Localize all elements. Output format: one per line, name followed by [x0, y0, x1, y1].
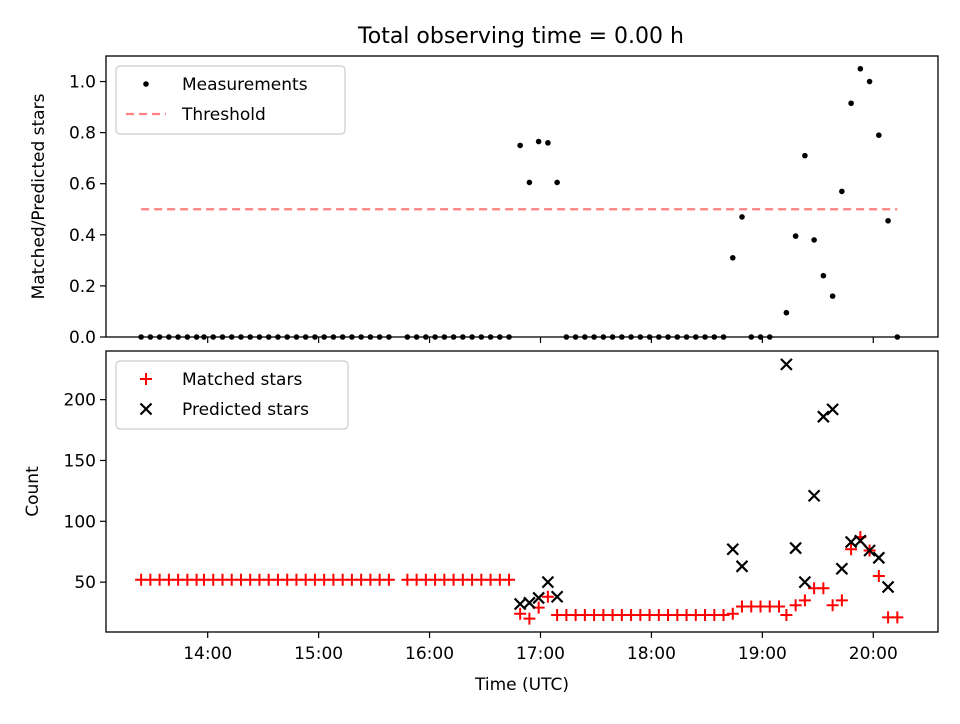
panel-1-series-measurements-point [885, 217, 891, 224]
panel-2-legend: Matched stars Predicted stars [115, 360, 349, 430]
panel-2-legend-label: Predicted stars [182, 400, 309, 420]
panel-1-ytick-label: 1.0 [69, 73, 96, 93]
panel-1-series-measurements-point [526, 179, 533, 186]
panel-2-series-predicted-stars-point [826, 403, 839, 416]
panel-2-xtick-label: 15:00 [294, 644, 343, 664]
panel-1-series-measurements-point [792, 233, 799, 239]
panel-2-series-matched-stars [135, 531, 904, 625]
panel-2-ytick-label: 100 [64, 512, 96, 532]
panel-1-series-measurements-point [866, 78, 873, 85]
panel-2-series-predicted-stars-point [854, 534, 867, 548]
panel-2-series-predicted-stars-point [881, 580, 895, 594]
panel-1-series-measurements-point [848, 100, 854, 107]
panel-1-ytick-label: 0.8 [69, 124, 96, 144]
panel-2-series-matched-stars-point [891, 611, 904, 624]
panel-2-series-predicted-stars-point [541, 575, 555, 589]
panel-1-series-measurements-point [729, 255, 736, 261]
panel-1-frame [105, 55, 939, 338]
panel-2-series-matched-stars-point [817, 582, 830, 595]
panel-2-series-predicted-stars-point [735, 560, 749, 573]
panel-2-series-matched-stars-point [826, 599, 839, 612]
panel-2-xtick-label: 20:00 [849, 644, 898, 664]
panel-2-series-predicted-stars [513, 358, 895, 611]
panel-2-xtick-label: 16:00 [405, 644, 454, 664]
panel-2-xtick-label: 19:00 [738, 644, 787, 664]
panel-2-series-predicted-stars-point [835, 562, 849, 576]
panel-1-legend-handle [143, 81, 149, 87]
panel-2-series-matched-stars-point [798, 594, 811, 607]
panel-2-series-matched-stars-point [789, 599, 802, 612]
panel-2-series-predicted-stars-point [726, 543, 740, 556]
panel-1-series-measurements-point [820, 272, 827, 279]
panel-1-series-measurements-point [739, 214, 745, 220]
panel-1-legend-label: Measurements [182, 75, 308, 95]
panel-1-ytick-label: 0.2 [69, 277, 96, 297]
figure-title: Total observing time = 0.00 h [357, 24, 684, 49]
axes-layer: 0.0 0.2 0.4 0.6 0.8 1.0 Matched/Predicted star… [23, 55, 939, 695]
panel-2-series-predicted-stars-point [780, 358, 793, 371]
panel-2-ytick-label: 50 [74, 573, 96, 593]
panel-2-ytick-label: 200 [64, 391, 96, 411]
panel-2-series-predicted-stars-point [789, 541, 802, 555]
panel-2-series-predicted-stars-point [807, 489, 821, 503]
panel-2-series-predicted-stars-point [798, 575, 812, 589]
panel-2-series-predicted-stars-point [523, 596, 536, 610]
panel-1-ylabel: Matched/Predicted stars [29, 93, 49, 299]
panel-2-series-matched-stars-point [835, 594, 848, 607]
panel-2-xlabel: Time (UTC) [474, 675, 569, 695]
panel-2-legend-handle [140, 373, 152, 385]
panel-2-series-matched-stars-point [514, 607, 527, 620]
panel-2-xtick-label: 14:00 [183, 644, 232, 664]
panel-2-series-matched-stars-point [503, 573, 516, 586]
panel-1-series-measurements-point [535, 138, 542, 145]
panel-1-series-measurements-point [783, 309, 790, 316]
panel-1-ytick-label: 0.4 [69, 226, 96, 246]
panel-1-series-measurements-point [829, 293, 836, 299]
panel-1-series-measurements-point [554, 179, 560, 186]
panel-1-series-measurements-point [857, 65, 864, 72]
panel-1-legend-label: Threshold [181, 105, 266, 125]
panel-2-legend-box [115, 360, 349, 430]
panel-2-series-predicted-stars-point [863, 544, 876, 557]
panel-2-series-predicted-stars-point [550, 590, 564, 604]
panel-1-ytick-label: 0.6 [69, 175, 96, 195]
panel-1-series-measurements-point [811, 237, 817, 243]
panel-2-xtick-label: 17:00 [516, 644, 565, 664]
panel-2-series-predicted-stars-point [532, 591, 545, 605]
panel-2-series-predicted-stars-point [872, 551, 886, 565]
panel-2-frame [105, 350, 939, 633]
panel-1-ytick-label: 0.0 [69, 328, 96, 348]
panel-2-legend-handle [139, 402, 153, 416]
panel-1-series-measurements-point [802, 152, 808, 159]
panel-2-ylabel: Count [23, 466, 43, 517]
panel-2-series-matched-stars-point [382, 573, 395, 586]
panel-2-xtick-label: 18:00 [627, 644, 676, 664]
panel-1: 0.0 0.2 0.4 0.6 0.8 1.0 Matched/Predicted star… [29, 55, 939, 348]
panel-2-ytick-label: 150 [64, 451, 96, 471]
panel-1-legend-box [115, 65, 346, 135]
panel-2-series-matched-stars-point [772, 600, 785, 613]
panel-2-series-matched-stars-point [726, 607, 739, 620]
panel-1-series-measurements-point [545, 140, 551, 146]
panel-2-series-matched-stars-point [717, 608, 730, 621]
panel-2-series-matched-stars-point [872, 570, 885, 583]
panel-2-series-matched-stars-point [845, 543, 858, 556]
panel-1-legend: Measurements Threshold [115, 65, 346, 135]
panel-1-series-measurements-point [839, 188, 845, 195]
panel-2-series-matched-stars-point [541, 590, 554, 603]
panel-1-series-measurements-point [517, 142, 523, 149]
panel-2-legend-label: Matched stars [182, 370, 302, 390]
panel-2-series-matched-stars-point [523, 612, 536, 625]
panel-1-series-measurements-point [876, 132, 882, 138]
panel-2-series-matched-stars-point [780, 608, 793, 621]
panel-2-series-predicted-stars-point [817, 410, 830, 423]
panel-2: 50 100 150 200 14:00 15:00 16:00 17:00 18:00 19:0… [23, 350, 939, 695]
